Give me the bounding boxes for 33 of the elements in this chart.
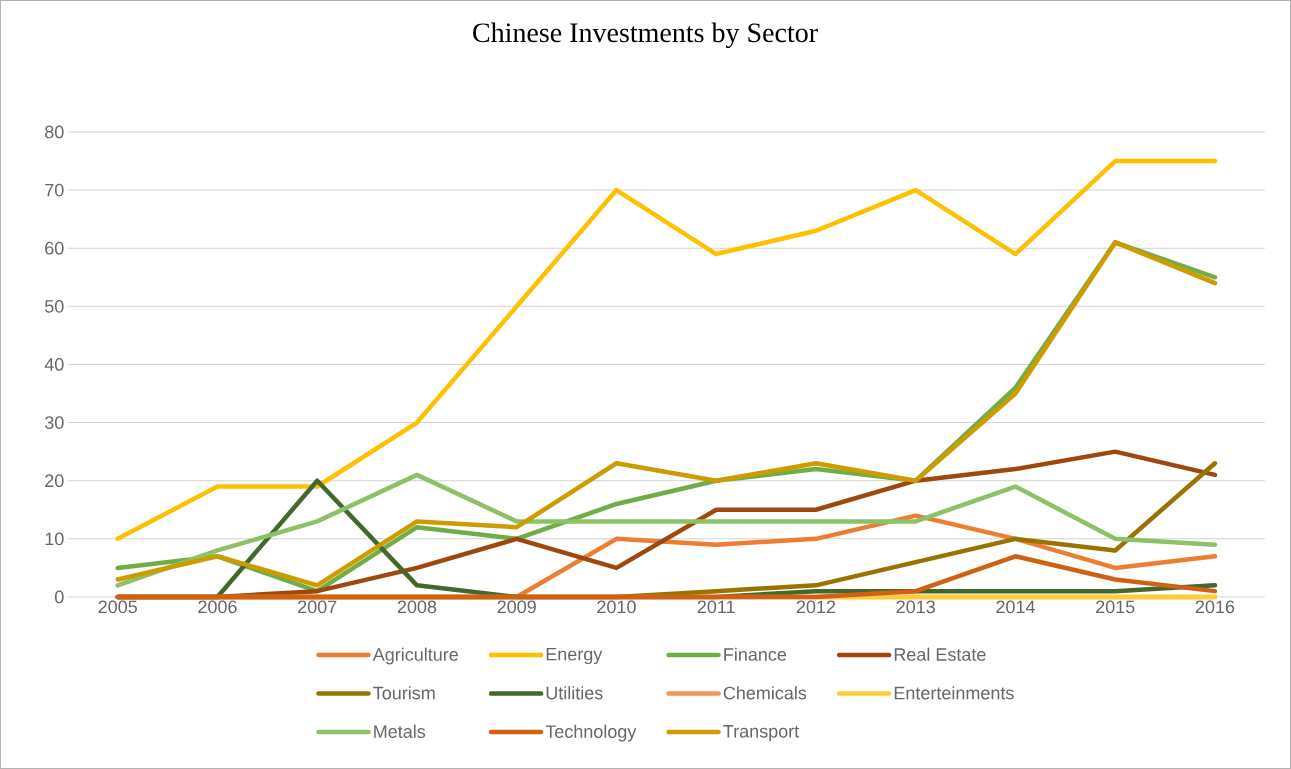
x-tick-label: 2005	[98, 600, 137, 614]
x-tick-label: 2015	[1096, 600, 1135, 614]
y-tick-label: 0	[54, 590, 64, 604]
y-tick-label: 70	[45, 183, 64, 197]
legend-label: Energy	[546, 647, 603, 665]
legend-label: Metals	[374, 724, 426, 738]
x-tick-label: 2016	[1195, 600, 1235, 614]
x-tick-label: 2011	[697, 600, 735, 614]
x-tick-label: 2007	[298, 600, 337, 614]
legend-label: Real Estate	[894, 647, 986, 661]
legend-label: Transport	[723, 725, 800, 742]
x-tick-label: 2010	[597, 600, 636, 614]
legend-label: Technology	[545, 724, 637, 742]
legend-label: Tourism	[373, 686, 435, 700]
y-tick-label: 50	[45, 299, 64, 313]
x-tick-label: 2009	[497, 600, 536, 614]
y-tick-label: 30	[44, 416, 64, 429]
x-tick-label: 2006	[198, 600, 237, 614]
x-tick-label: 2012	[796, 600, 836, 614]
y-tick-label: 10	[45, 532, 64, 546]
chart-title: Chinese Investments by Sector	[473, 22, 818, 48]
y-tick-label: 20	[45, 474, 64, 488]
x-tick-label: 2013	[896, 600, 935, 614]
y-tick-label: 60	[45, 241, 64, 255]
y-tick-label: 40	[44, 358, 64, 371]
x-tick-label: 2008	[397, 600, 437, 614]
x-tick-label: 2014	[996, 600, 1035, 614]
legend-label: Agriculture	[372, 647, 458, 665]
y-tick-label: 80	[45, 125, 64, 139]
legend-label: Chemicals	[723, 686, 807, 700]
legend-label: Enterteinments	[894, 686, 1014, 700]
legend-label: Utilities	[546, 686, 603, 700]
legend-label: Finance	[724, 647, 787, 661]
